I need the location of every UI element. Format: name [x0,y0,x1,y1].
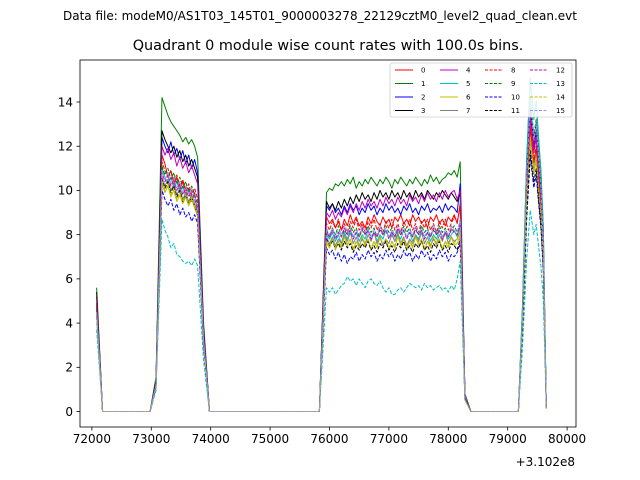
y-tick-label: 2 [65,361,73,375]
legend-label-11: 11 [511,107,520,115]
legend-label-8: 8 [511,67,515,75]
y-tick-label: 12 [58,140,73,154]
series-line-8 [96,125,547,413]
series-line-9 [96,97,547,413]
series-line-15 [96,101,547,413]
legend-label-10: 10 [511,94,520,102]
x-tick-label: 80000 [548,432,586,446]
legend-label-1: 1 [421,80,425,88]
legend-label-14: 14 [556,94,565,102]
x-tick-label: 77000 [370,432,408,446]
legend-label-15: 15 [556,107,565,115]
legend-label-5: 5 [466,80,470,88]
legend-label-0: 0 [421,67,425,75]
x-offset-label: +3.102e8 [516,455,575,469]
x-tick-label: 79000 [489,432,527,446]
legend-label-12: 12 [556,67,565,75]
y-tick-label: 10 [58,184,73,198]
x-tick-label: 76000 [310,432,348,446]
plot-frame [79,59,577,428]
legend-label-7: 7 [466,107,470,115]
data-file-label: Data file: modeM0/AS1T03_145T01_90000032… [63,9,577,23]
x-tick-label: 78000 [429,432,467,446]
y-tick-label: 0 [65,405,73,419]
series-line-13 [96,209,547,413]
y-tick-label: 6 [65,272,73,286]
chart-title: Quadrant 0 module wise count rates with … [133,38,524,54]
legend-box [389,62,573,118]
legend-label-2: 2 [421,94,425,102]
x-tick-label: 73000 [132,432,170,446]
legend-label-3: 3 [421,107,425,115]
series-layer [96,77,547,413]
y-tick-label: 4 [65,316,73,330]
series-line-14 [96,136,547,413]
x-tick-label: 75000 [251,432,289,446]
legend-label-4: 4 [466,67,471,75]
series-line-10 [96,156,547,413]
x-tick-label: 72000 [73,432,111,446]
legend-label-9: 9 [511,80,515,88]
x-tick-label: 74000 [192,432,230,446]
legend-label-13: 13 [556,80,565,88]
y-tick-label: 14 [58,95,73,109]
axes-layer: 72000 73000 74000 75000 76000 77000 78000 79000… [58,59,586,446]
y-tick-label: 8 [65,228,73,242]
legend-label-6: 6 [466,94,471,102]
